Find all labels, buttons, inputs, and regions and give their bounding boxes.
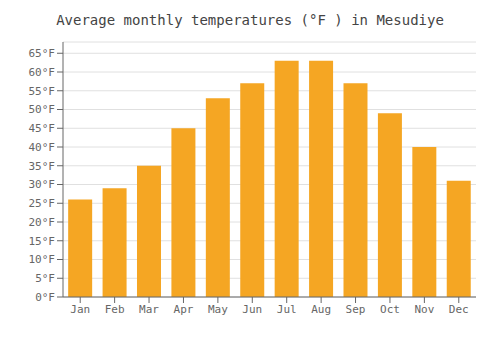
svg-text:Jul: Jul <box>277 303 297 316</box>
svg-text:Feb: Feb <box>105 303 125 316</box>
svg-text:45°F: 45°F <box>29 122 56 135</box>
svg-text:50°F: 50°F <box>29 103 56 116</box>
svg-text:Jan: Jan <box>70 303 90 316</box>
svg-text:20°F: 20°F <box>29 216 56 229</box>
svg-text:Apr: Apr <box>174 303 194 316</box>
svg-text:25°F: 25°F <box>29 197 56 210</box>
svg-text:40°F: 40°F <box>29 141 56 154</box>
svg-text:Oct: Oct <box>380 303 400 316</box>
svg-text:10°F: 10°F <box>29 253 56 266</box>
svg-text:55°F: 55°F <box>29 85 56 98</box>
svg-text:15°F: 15°F <box>29 235 56 248</box>
svg-text:35°F: 35°F <box>29 160 56 173</box>
svg-text:65°F: 65°F <box>29 47 56 60</box>
svg-text:0°F: 0°F <box>35 291 55 304</box>
svg-text:30°F: 30°F <box>29 178 56 191</box>
svg-text:5°F: 5°F <box>35 272 55 285</box>
svg-text:Sep: Sep <box>346 303 366 316</box>
svg-text:Dec: Dec <box>449 303 469 316</box>
svg-text:Aug: Aug <box>311 303 331 316</box>
svg-text:May: May <box>208 303 228 316</box>
html-text:Average monthly temperatures (: Average monthly temperatures (°F ) in Me… <box>56 12 444 28</box>
svg-text:Jun: Jun <box>242 303 262 316</box>
svg-text:60°F: 60°F <box>29 66 56 79</box>
svg-text:Nov: Nov <box>414 303 434 316</box>
svg-text:Mar: Mar <box>139 303 159 316</box>
